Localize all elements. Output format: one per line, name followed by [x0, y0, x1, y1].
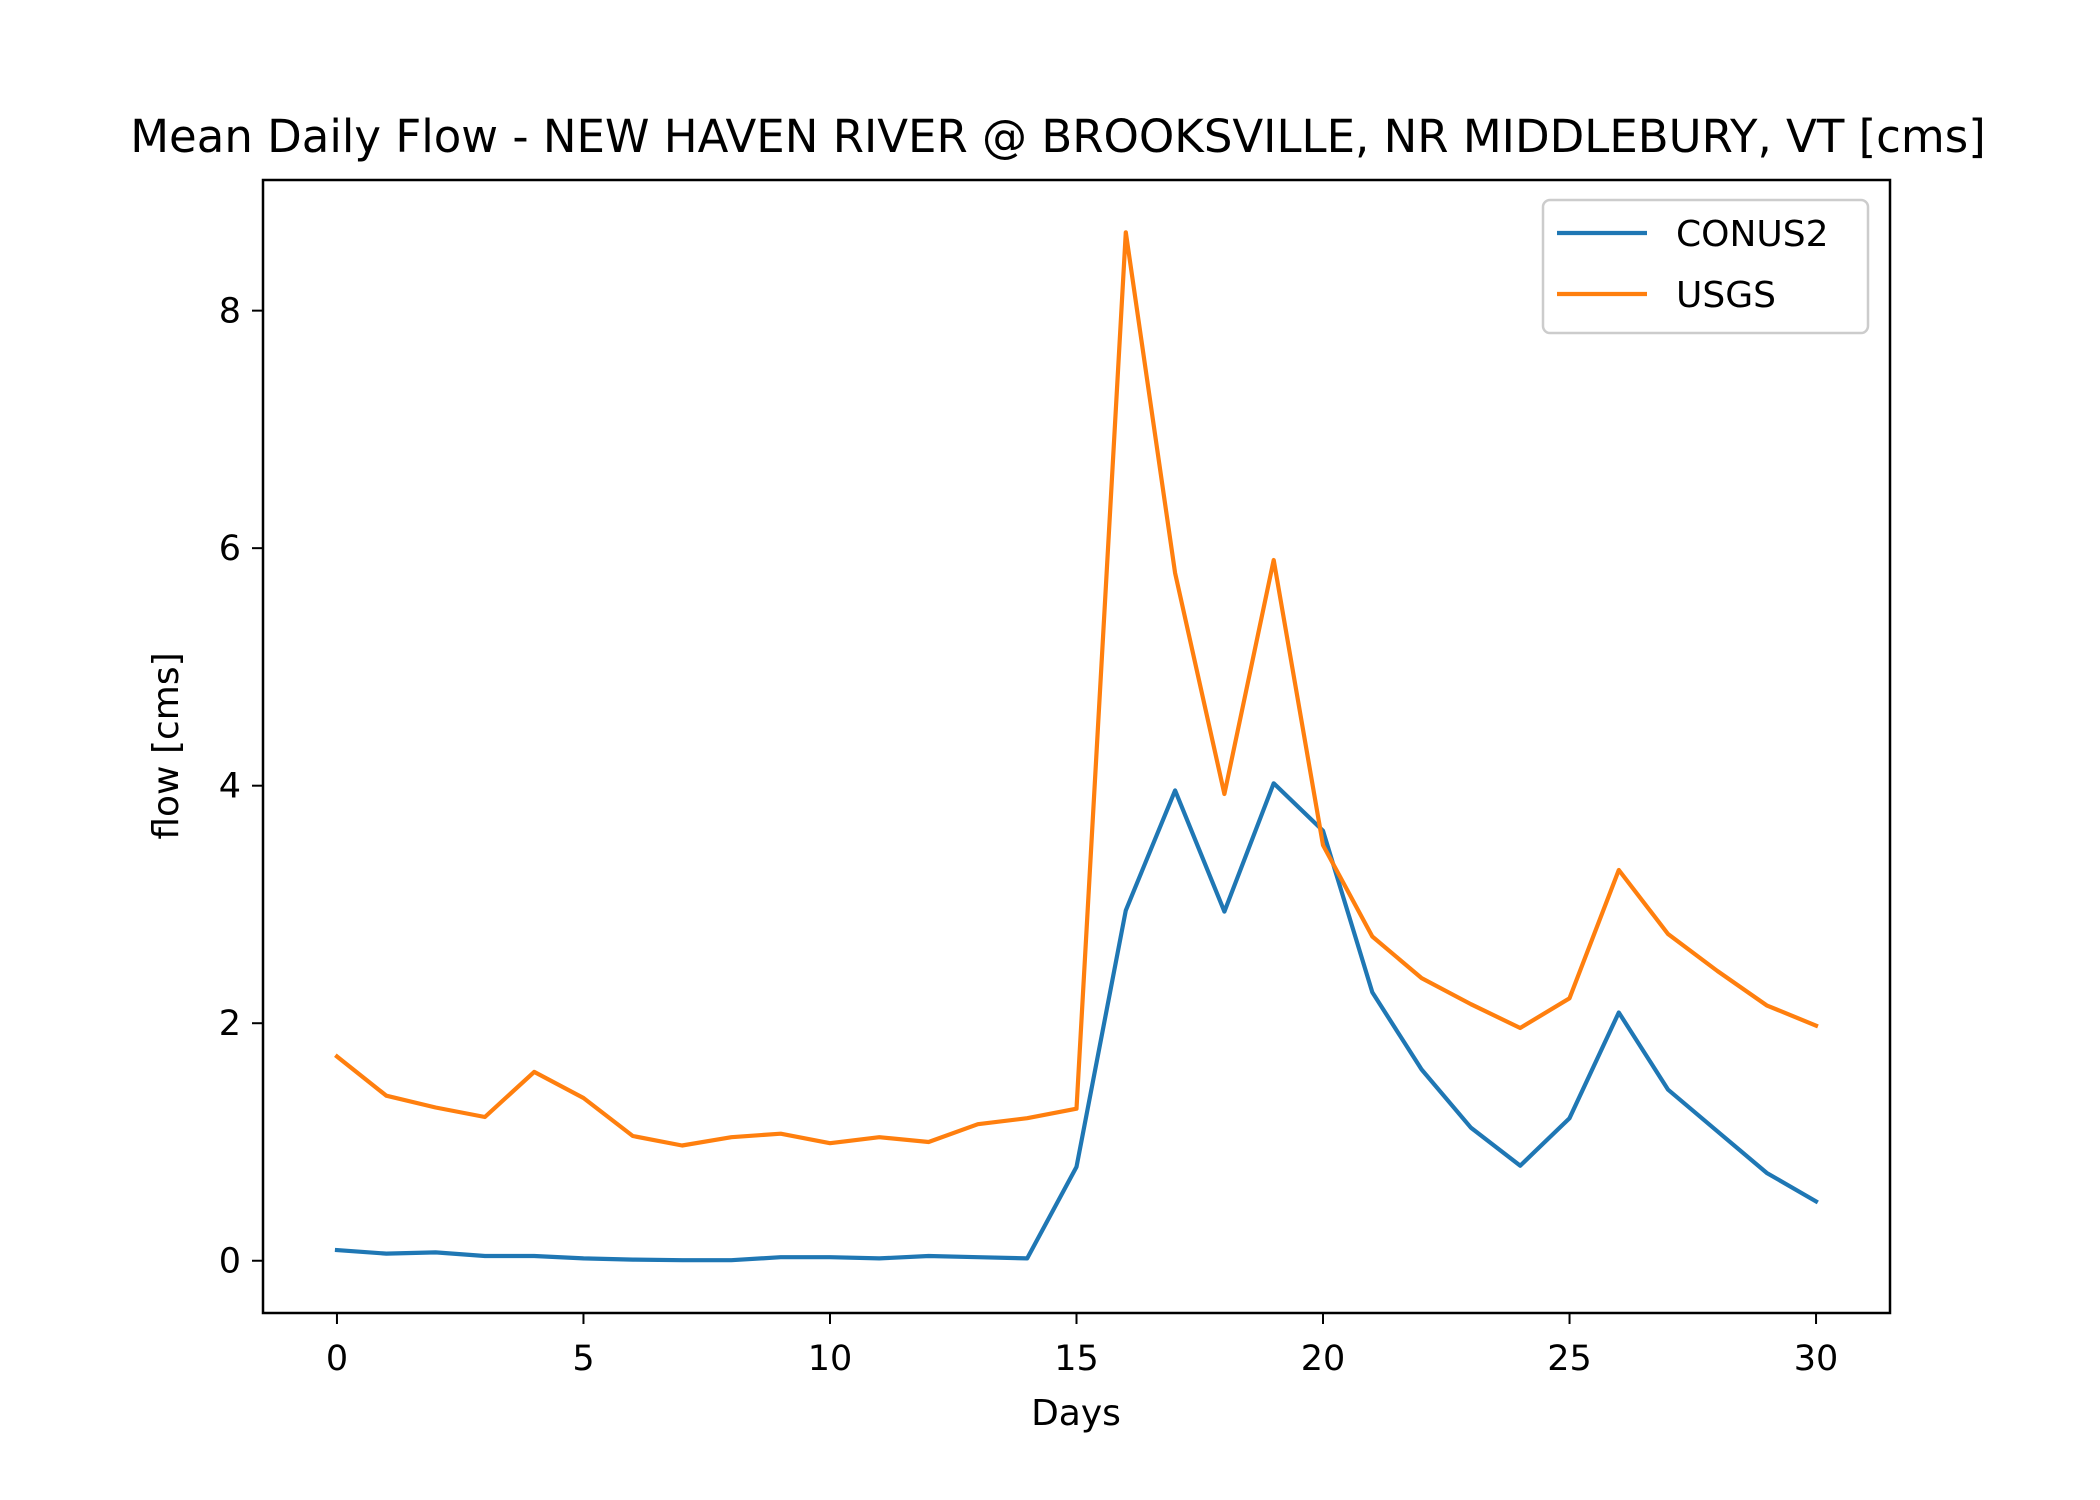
legend-label: CONUS2 [1676, 214, 1829, 255]
series-line-usgs [334, 230, 1819, 1148]
x-tick-label: 10 [808, 1339, 853, 1379]
legend-label: USGS [1676, 275, 1776, 316]
series-lines [334, 230, 1819, 1263]
y-tick-label: 4 [219, 767, 241, 807]
legend: CONUS2 USGS [1541, 198, 1870, 335]
y-tick-label: 6 [219, 529, 241, 569]
x-axis-ticks: 0 5 10 15 20 25 30 [326, 1313, 1839, 1379]
y-axis-label: flow [cms] [146, 652, 187, 839]
plot-area [261, 178, 1892, 1315]
x-tick-label: 5 [572, 1339, 594, 1379]
x-tick-label: 0 [326, 1339, 348, 1379]
series-line-conus2 [334, 781, 1819, 1263]
y-tick-label: 8 [219, 292, 241, 332]
x-tick-label: 15 [1054, 1339, 1099, 1379]
x-tick-label: 25 [1547, 1339, 1592, 1379]
y-tick-label: 0 [219, 1242, 241, 1282]
x-tick-label: 20 [1301, 1339, 1346, 1379]
y-tick-label: 2 [219, 1004, 241, 1044]
x-axis-label: Days [1031, 1393, 1121, 1434]
x-tick-label: 30 [1794, 1339, 1839, 1379]
chart-title: Mean Daily Flow - NEW HAVEN RIVER @ BROO… [130, 110, 1986, 163]
y-axis-ticks: 0 2 4 6 8 [219, 292, 263, 1282]
